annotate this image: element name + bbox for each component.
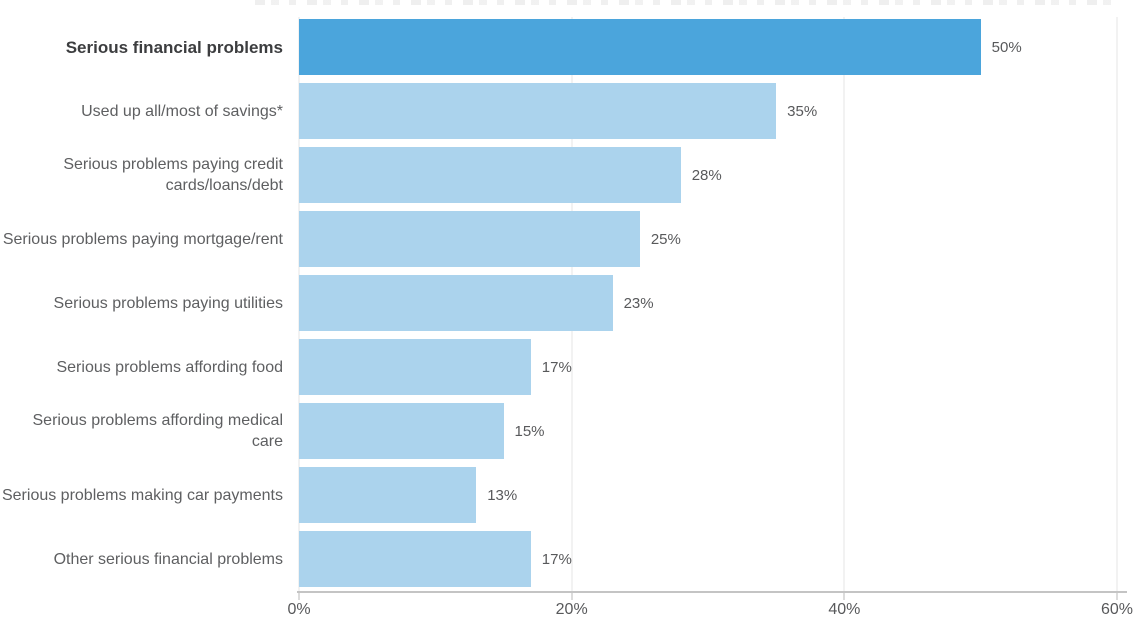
bar <box>299 403 504 459</box>
chart-row: Serious problems paying utilities 23% <box>0 271 1140 335</box>
bar-area: 17% <box>299 339 1117 395</box>
bar-area: 50% <box>299 19 1117 75</box>
category-label: Serious problems affording medical care <box>32 412 284 450</box>
bar <box>299 147 681 203</box>
gridline <box>1116 17 1118 591</box>
bar-area: 25% <box>299 211 1117 267</box>
category-label: Serious problems paying mortgage/rent <box>2 230 283 248</box>
chart-row: Other serious financial problems 17% <box>0 527 1140 591</box>
value-label: 17% <box>541 550 572 568</box>
category-label: Other serious financial problems <box>53 550 283 568</box>
bar <box>299 19 981 75</box>
category-label: Serious financial problems <box>65 37 283 57</box>
chart-row: Serious problems paying credit cards/loa… <box>0 143 1140 207</box>
category-label: Serious problems making car payments <box>1 486 283 504</box>
bar-area: 17% <box>299 531 1117 587</box>
bar <box>299 83 777 139</box>
x-axis-ticks <box>298 593 1118 600</box>
category-label: Used up all/most of savings* <box>81 102 283 120</box>
chart-row: Used up all/most of savings* 35% <box>0 79 1140 143</box>
category-label: Serious problems affording food <box>56 358 283 376</box>
category-label: Serious problems paying credit cards/loa… <box>63 156 283 194</box>
value-label: 23% <box>623 294 654 312</box>
axis-tick-label: 0% <box>287 601 311 618</box>
axis-tick-label: 60% <box>1100 601 1134 618</box>
bar-area: 28% <box>299 147 1117 203</box>
chart-row: Serious problems affording food 17% <box>0 335 1140 399</box>
x-axis-labels: 0% 20% 40% 60% <box>287 601 1133 623</box>
value-label: 35% <box>787 102 818 120</box>
value-label: 13% <box>487 486 518 504</box>
value-label: 28% <box>691 166 722 184</box>
axis-tick-label: 40% <box>828 601 861 618</box>
axis-tick-label: 20% <box>555 601 588 618</box>
value-label: 25% <box>650 230 681 248</box>
gridline <box>843 17 845 591</box>
bar-area: 13% <box>299 467 1117 523</box>
bar-area: 35% <box>299 83 1117 139</box>
chart-row: Serious problems paying mortgage/rent 25… <box>0 207 1140 271</box>
bar <box>299 531 531 587</box>
value-label: 50% <box>991 38 1022 56</box>
cropped-text-remnant <box>255 0 1117 5</box>
bar-area: 15% <box>299 403 1117 459</box>
axis-tick <box>1116 593 1118 600</box>
bar <box>299 467 477 523</box>
bar <box>299 211 640 267</box>
x-axis-line <box>297 591 1127 593</box>
chart-row: Serious problems making car payments 13% <box>0 463 1140 527</box>
bar-area: 23% <box>299 275 1117 331</box>
axis-tick <box>298 593 300 600</box>
chart-row: Serious financial problems 50% <box>0 15 1140 79</box>
chart-row: Serious problems affording medical care … <box>0 399 1140 463</box>
chart-rows: Serious financial problems 50% Used up a… <box>0 15 1140 591</box>
axis-tick <box>843 593 845 600</box>
value-label: 15% <box>514 422 545 440</box>
bar <box>299 339 531 395</box>
value-label: 17% <box>541 358 572 376</box>
category-label: Serious problems paying utilities <box>53 294 283 312</box>
bar <box>299 275 613 331</box>
axis-tick <box>571 593 573 600</box>
